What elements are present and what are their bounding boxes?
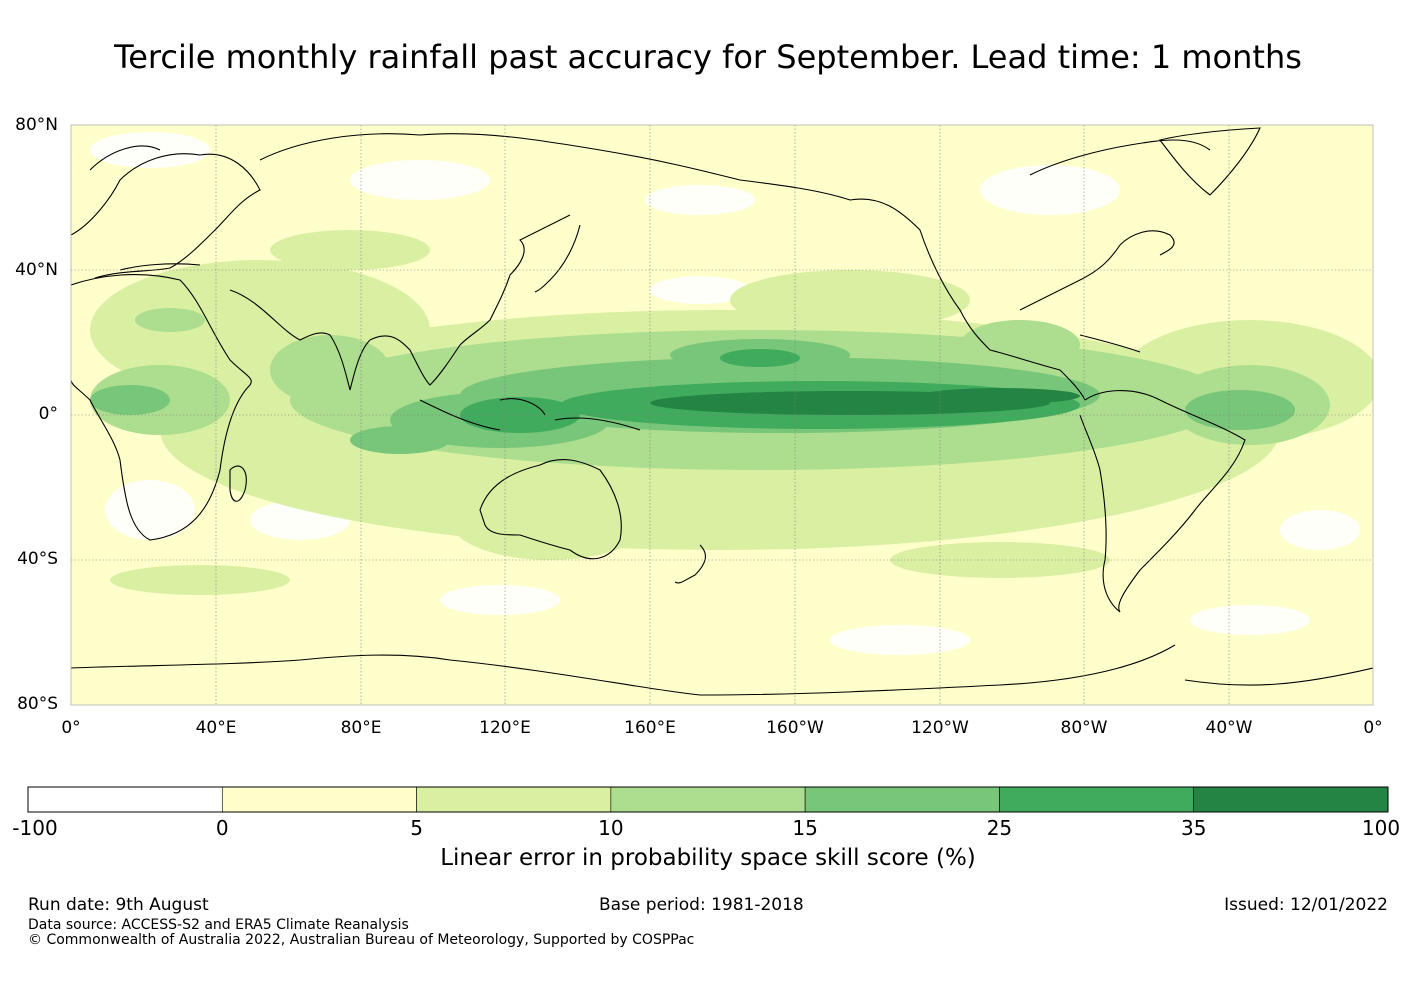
colorbar-tick-7: 100 (1361, 816, 1401, 840)
lat-label-0: 0° (38, 404, 58, 424)
skill-map (70, 124, 1374, 706)
map-frame (70, 124, 1374, 706)
lat-label-80n: 80°N (15, 115, 58, 135)
colorbar-tick-3: 10 (598, 816, 624, 840)
colorbar-cell-4 (804, 786, 1000, 813)
colorbar-frame (27, 786, 1389, 813)
lon-label-160e: 160°E (624, 718, 676, 738)
lon-label-40e: 40°E (195, 718, 237, 738)
skill-35-100 (650, 388, 1080, 415)
colorbar-tick-0: -100 (12, 816, 58, 840)
colorbar-tick-6: 35 (1180, 816, 1207, 840)
base-period: Base period: 1981-2018 (599, 895, 804, 915)
colorbar-title: Linear error in probability space skill … (440, 845, 976, 871)
skill-shading (90, 132, 1373, 655)
chart-title: Tercile monthly rainfall past accuracy f… (114, 38, 1302, 76)
lat-label-40n: 40°N (15, 260, 58, 280)
run-date: Run date: 9th August (28, 895, 209, 915)
colorbar-tick-2: 5 (410, 816, 423, 840)
colorbar-tick-5: 25 (986, 816, 1013, 840)
copyright: © Commonwealth of Australia 2022, Austra… (28, 932, 695, 948)
colorbar-tick-4: 15 (792, 816, 818, 840)
colorbar-cell-1 (221, 786, 417, 813)
colorbar-cell-6 (1193, 786, 1389, 813)
lon-label-0: 0° (61, 718, 81, 738)
lon-label-160w: 160°W (766, 718, 824, 738)
lon-label-80w: 80°W (1060, 718, 1108, 738)
lon-label-40w: 40°W (1205, 718, 1253, 738)
data-source: Data source: ACCESS-S2 and ERA5 Climate … (28, 917, 409, 933)
graticule (71, 125, 1373, 705)
lat-label-40s: 40°S (17, 549, 58, 569)
colorbar-cell-3 (610, 786, 806, 813)
lon-label-120w: 120°W (911, 718, 969, 738)
lat-label-80s: 80°S (17, 694, 58, 714)
coastlines (71, 127, 1373, 696)
colorbar-cell-5 (999, 786, 1195, 813)
colorbar-cell-2 (416, 786, 612, 813)
colorbar-tick-1: 0 (215, 816, 229, 840)
issued-date: Issued: 12/01/2022 (1224, 895, 1388, 915)
lon-label-120e: 120°E (479, 718, 531, 738)
colorbar-cell-0 (27, 786, 223, 813)
lon-label-80e: 80°E (340, 718, 382, 738)
lon-label-0-east: 0° (1363, 718, 1383, 738)
